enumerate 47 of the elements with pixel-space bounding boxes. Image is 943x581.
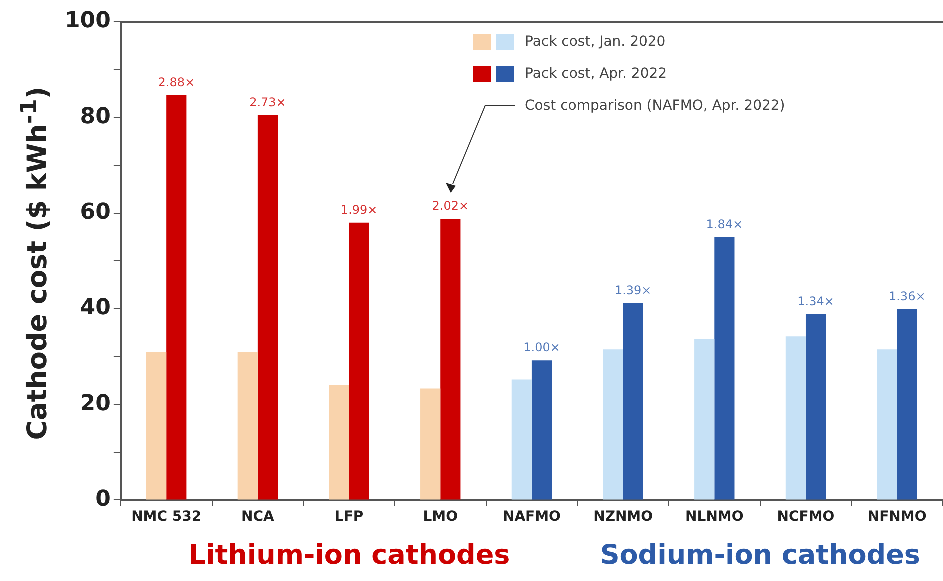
bar <box>166 95 187 500</box>
bar <box>623 303 644 500</box>
x-tick-label: NZNMO <box>594 509 654 526</box>
legend-label: Pack cost, Apr. 2022 <box>525 66 668 82</box>
x-tick-label: NLNMO <box>686 509 744 526</box>
bar <box>238 352 258 500</box>
x-tick-label: NCA <box>242 509 275 526</box>
x-tick-label: NMC 532 <box>132 509 202 526</box>
annotation: 2.73× <box>250 95 286 110</box>
bar <box>329 385 350 500</box>
x-tick-label: NAFMO <box>502 509 562 526</box>
bar <box>420 388 441 500</box>
x-tick-label: LMO <box>423 509 458 526</box>
annotation: 1.36× <box>888 290 926 304</box>
bar <box>512 380 532 500</box>
bar <box>694 340 715 500</box>
y-tick-label: 0 <box>96 486 111 512</box>
annotation: 1.39× <box>614 283 652 298</box>
bar <box>897 309 918 500</box>
annotation: 1.34× <box>798 294 834 308</box>
x-tick-label: LFP <box>334 509 364 526</box>
annotation: 1.84× <box>706 217 744 232</box>
annotation: 1.00× <box>524 340 560 355</box>
y-tick-label: 20 <box>80 391 111 416</box>
annotation: 1.99× <box>340 202 378 217</box>
annotation: 2.88× <box>158 75 196 90</box>
bar <box>806 314 826 500</box>
text: Sodium-ion cathodes <box>600 540 920 572</box>
bar <box>146 352 167 500</box>
bar <box>603 350 624 500</box>
x-tick-label: NFNMO <box>868 509 927 526</box>
y-tick-label: 60 <box>80 200 111 225</box>
bar <box>258 115 278 500</box>
y-tick-label: 80 <box>80 104 111 130</box>
bar <box>786 336 806 500</box>
bar <box>714 237 735 500</box>
bar <box>532 360 552 500</box>
annotation: 2.02× <box>432 199 470 214</box>
legend-label: Pack cost, Jan. 2020 <box>525 34 666 50</box>
y-tick-label: 40 <box>80 296 111 321</box>
y-tick-label: 100 <box>64 8 111 34</box>
x-tick-label: NCFMO <box>777 509 835 526</box>
bar <box>877 350 898 500</box>
annotation: Cost comparison (NAFMO, Apr. 2022) <box>525 98 786 114</box>
text: Lithium-ion cathodes <box>188 540 510 572</box>
bar <box>440 219 461 500</box>
bar <box>349 222 370 500</box>
